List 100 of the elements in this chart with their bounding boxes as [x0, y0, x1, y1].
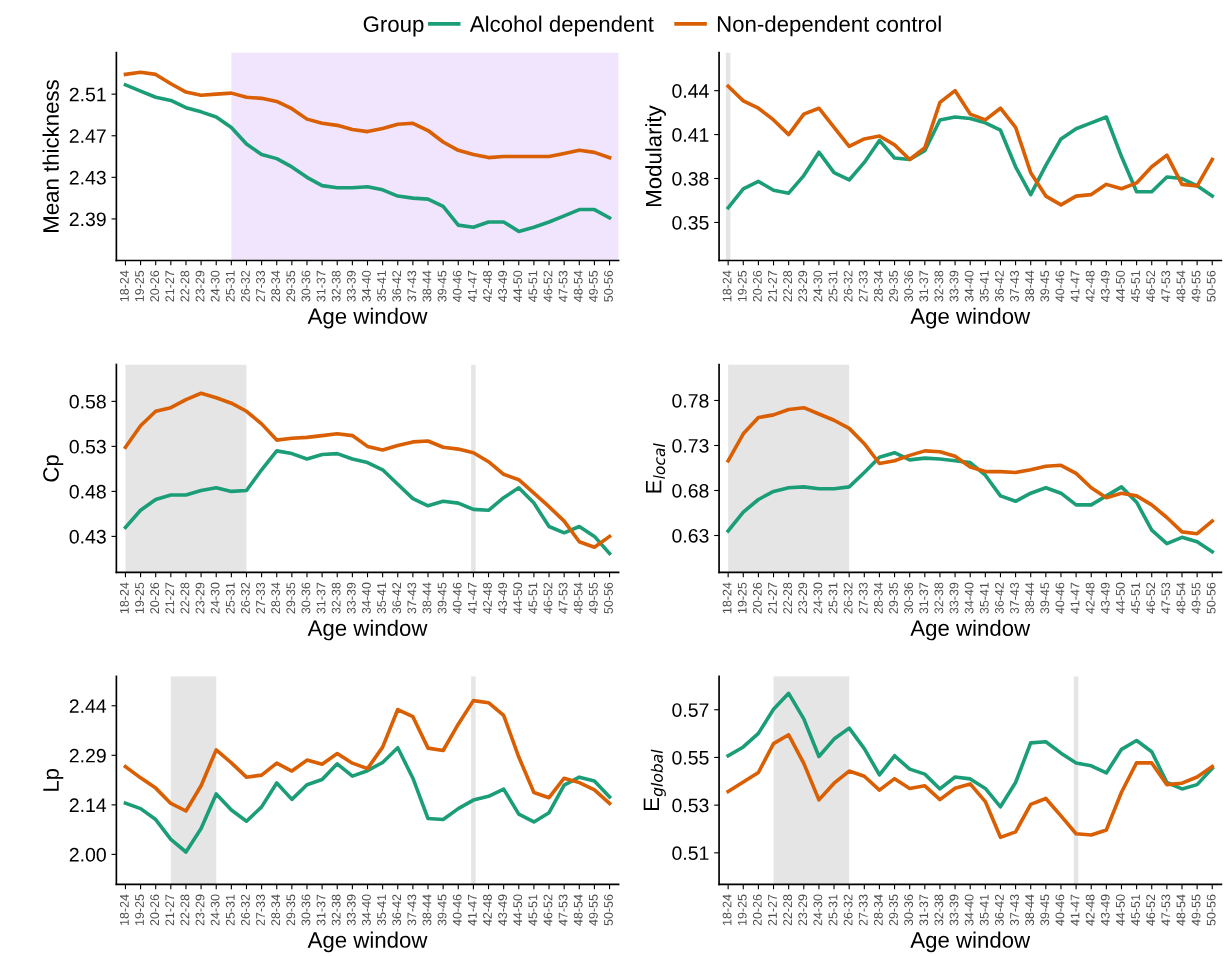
- legend-label: Alcohol dependent: [469, 15, 654, 37]
- y-tick-label: 0.68: [672, 483, 709, 498]
- y-axis-title: E$_{global}$: [643, 749, 666, 811]
- x-tick-label: 38-44: [1025, 894, 1035, 926]
- x-tick-label: 23-29: [798, 582, 808, 614]
- x-tick-label: 37-43: [407, 270, 417, 302]
- x-tick-label: 33-39: [346, 270, 356, 302]
- x-tick-label: 48-54: [1176, 894, 1186, 926]
- x-tick-label: 46-52: [543, 582, 553, 614]
- x-tick-label: 37-43: [407, 582, 417, 614]
- x-tick-label: 45-51: [1131, 894, 1140, 926]
- x-tick-label: 42-48: [483, 582, 492, 614]
- x-tick-label: 20-26: [752, 582, 762, 614]
- y-tick-label: 0.57: [672, 703, 709, 717]
- x-tick-label: 18-24: [119, 270, 129, 302]
- x-tick-label: 45-51: [528, 270, 538, 302]
- x-tick-label: 31-37: [316, 270, 326, 302]
- x-tick-label: 22-28: [180, 582, 190, 614]
- x-tick-label: 44-50: [513, 582, 523, 614]
- x-tick-label: 32-38: [331, 894, 341, 926]
- x-tick-label: 20-26: [752, 894, 762, 926]
- x-tick-label: 22-28: [180, 894, 190, 926]
- x-tick-label: 50-56: [604, 582, 613, 614]
- x-tick-label: 20-26: [150, 270, 160, 302]
- x-tick-label: 44-50: [1115, 894, 1125, 926]
- x-tick-label: 47-53: [1161, 270, 1171, 302]
- x-tick-label: 27-33: [256, 894, 265, 926]
- x-tick-label: 35-41: [979, 894, 989, 926]
- x-tick-label: 38-44: [422, 582, 432, 614]
- x-tick-label: 40-46: [1055, 270, 1065, 302]
- y-tick-label: 2.14: [69, 798, 107, 812]
- x-tick-label: 49-55: [1191, 894, 1201, 926]
- x-tick-label: 42-48: [1085, 582, 1095, 614]
- x-tick-label: 38-44: [1025, 270, 1035, 302]
- x-tick-label: 39-45: [1040, 582, 1050, 614]
- x-tick-label: 49-55: [588, 894, 598, 926]
- x-tick-label: 36-42: [994, 894, 1004, 926]
- x-tick-label: 47-53: [1161, 582, 1171, 614]
- x-tick-label: 39-45: [437, 582, 447, 614]
- x-tick-label: 26-32: [240, 894, 250, 926]
- x-tick-label: 34-40: [362, 582, 371, 614]
- x-tick-label: 33-39: [346, 894, 356, 926]
- line-series: [123, 391, 612, 550]
- x-tick-label: 46-52: [1146, 894, 1156, 926]
- x-tick-label: 41-47: [468, 270, 477, 302]
- x-tick-label: 26-32: [843, 582, 853, 614]
- x-tick-label: 42-48: [1085, 270, 1095, 302]
- x-tick-label: 24-30: [813, 894, 823, 926]
- x-tick-label: 47-53: [1161, 894, 1171, 926]
- x-tick-label: 21-27: [165, 894, 175, 926]
- x-tick-label: 35-41: [377, 270, 386, 302]
- x-tick-label: 34-40: [362, 894, 371, 926]
- x-tick-label: 48-54: [573, 270, 583, 302]
- x-tick-label: 32-38: [934, 270, 944, 302]
- x-tick-label: 23-29: [798, 894, 808, 926]
- x-tick-label: 21-27: [768, 270, 777, 302]
- x-tick-label: 41-47: [1070, 270, 1080, 302]
- x-tick-label: 47-53: [558, 894, 568, 926]
- x-tick-label: 29-35: [889, 582, 898, 614]
- x-tick-label: 49-55: [588, 582, 598, 614]
- x-tick-label: 46-52: [1146, 582, 1156, 614]
- x-tick-label: 47-53: [558, 582, 568, 614]
- x-tick-label: 25-31: [828, 582, 838, 614]
- x-tick-label: 26-32: [843, 270, 853, 302]
- x-tick-label: 50-56: [1206, 894, 1216, 926]
- line-series: [726, 732, 1215, 840]
- x-tick-label: 44-50: [513, 270, 523, 302]
- x-tick-label: 31-37: [919, 270, 929, 302]
- x-tick-label: 19-25: [737, 270, 747, 302]
- x-tick-label: 18-24: [119, 894, 129, 926]
- y-axis-title: E$_{local}$: [646, 443, 666, 493]
- x-tick-label: 48-54: [1176, 582, 1186, 614]
- x-tick-label: 32-38: [934, 894, 944, 926]
- x-tick-label: 22-28: [783, 582, 793, 614]
- x-axis-title: Age window: [307, 619, 428, 641]
- x-tick-label: 41-47: [468, 582, 477, 614]
- y-tick-label: 2.39: [69, 212, 106, 227]
- x-tick-label: 40-46: [452, 582, 462, 614]
- y-tick-label: 0.51: [672, 846, 709, 861]
- x-tick-label: 40-46: [452, 270, 462, 302]
- x-tick-label: 33-39: [949, 582, 959, 614]
- x-tick-label: 32-38: [331, 270, 341, 302]
- x-tick-label: 31-37: [919, 582, 929, 614]
- x-tick-label: 30-36: [301, 582, 311, 614]
- x-tick-label: 24-30: [210, 582, 220, 614]
- x-tick-label: 25-31: [828, 894, 838, 926]
- x-tick-label: 43-49: [498, 582, 508, 614]
- x-tick-label: 34-40: [964, 270, 974, 302]
- x-tick-label: 28-34: [873, 582, 883, 614]
- x-tick-label: 23-29: [195, 270, 205, 302]
- x-tick-label: 26-32: [240, 270, 250, 302]
- x-tick-label: 36-42: [392, 894, 402, 926]
- x-tick-label: 29-35: [286, 582, 296, 614]
- x-tick-label: 19-25: [737, 894, 747, 926]
- x-tick-label: 18-24: [722, 582, 732, 614]
- line-series: [726, 405, 1215, 536]
- x-tick-label: 48-54: [573, 582, 583, 614]
- x-axis-title: Age window: [910, 931, 1031, 953]
- x-tick-label: 23-29: [195, 894, 205, 926]
- x-tick-label: 50-56: [604, 270, 613, 302]
